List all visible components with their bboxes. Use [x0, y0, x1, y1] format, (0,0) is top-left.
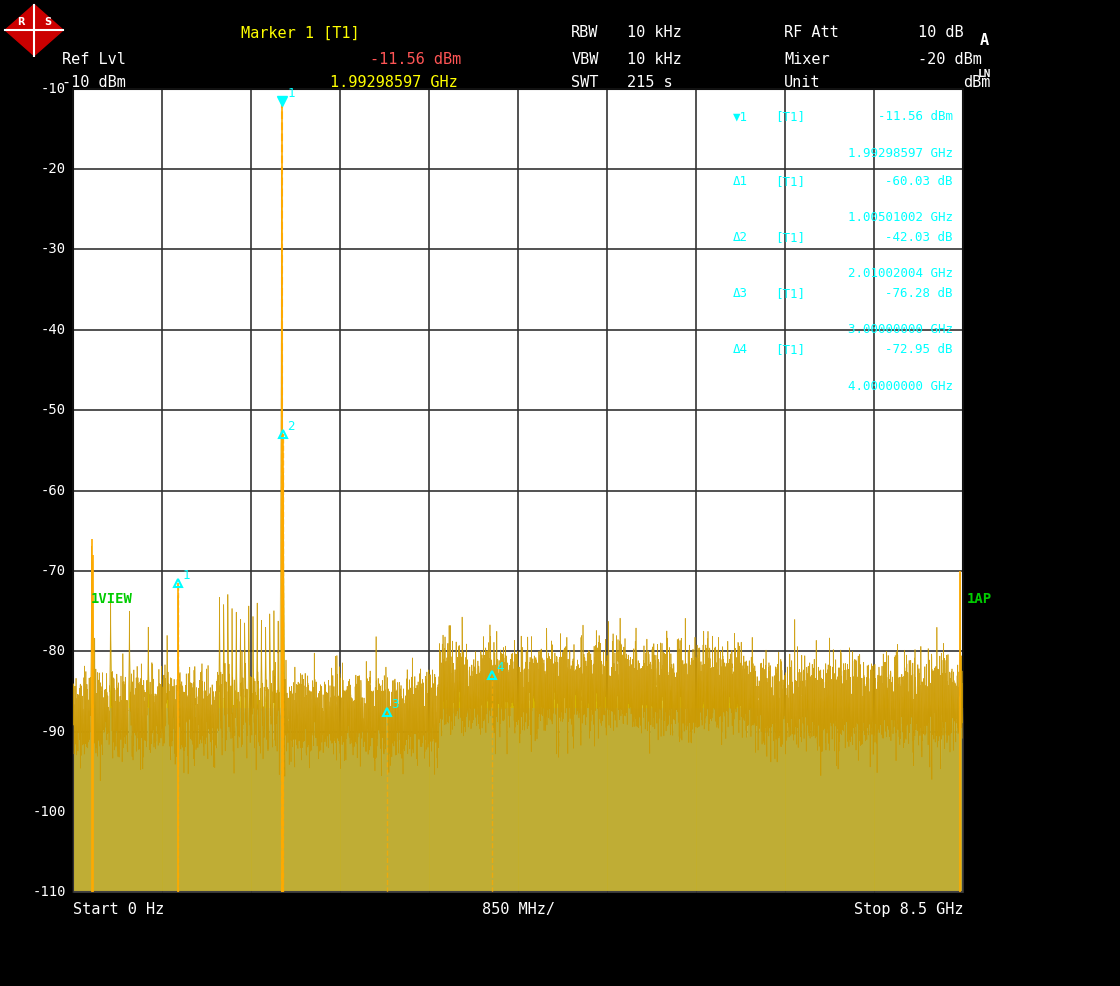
Text: 3.00000000 GHz: 3.00000000 GHz [848, 323, 953, 336]
Text: 1.00501002 GHz: 1.00501002 GHz [848, 211, 953, 224]
Text: Δ3: Δ3 [732, 287, 748, 300]
Text: 1.99298597 GHz: 1.99298597 GHz [848, 147, 953, 160]
Text: 850 MHz/: 850 MHz/ [482, 902, 554, 917]
Text: -30: -30 [40, 243, 66, 256]
Text: 1AP: 1AP [967, 592, 992, 606]
Text: S: S [44, 17, 52, 27]
Text: -20: -20 [40, 162, 66, 176]
Text: Δ4: Δ4 [732, 343, 748, 356]
Text: Start 0 Hz: Start 0 Hz [73, 902, 164, 917]
Text: 215 s: 215 s [627, 75, 673, 90]
Text: -10 dBm: -10 dBm [62, 75, 125, 90]
Text: R: R [17, 17, 25, 27]
Text: -11.56 dBm: -11.56 dBm [370, 52, 460, 67]
Text: 1VIEW: 1VIEW [91, 592, 132, 606]
Text: Δ2: Δ2 [732, 231, 748, 244]
Text: LN: LN [978, 69, 991, 79]
Text: [T1]: [T1] [775, 343, 804, 356]
Text: Ref Lvl: Ref Lvl [62, 52, 125, 67]
Text: 1: 1 [288, 87, 296, 101]
Text: Stop 8.5 GHz: Stop 8.5 GHz [853, 902, 963, 917]
Text: 10 kHz: 10 kHz [627, 26, 682, 40]
Text: -60: -60 [40, 483, 66, 498]
Text: Δ1: Δ1 [732, 175, 748, 187]
Text: -11.56 dBm: -11.56 dBm [878, 110, 953, 123]
Text: 10 dB: 10 dB [918, 26, 964, 40]
Text: [T1]: [T1] [775, 175, 804, 187]
Text: -60.03 dB: -60.03 dB [885, 175, 953, 187]
Text: [T1]: [T1] [775, 287, 804, 300]
Text: -76.28 dB: -76.28 dB [885, 287, 953, 300]
Text: RF Att: RF Att [784, 26, 839, 40]
Text: -70: -70 [40, 564, 66, 578]
Text: 2: 2 [288, 420, 295, 433]
Text: ▼1: ▼1 [732, 110, 748, 123]
Text: -100: -100 [32, 805, 66, 819]
Text: 1.99298597 GHz: 1.99298597 GHz [330, 75, 458, 90]
Text: RBW: RBW [571, 26, 598, 40]
Text: -90: -90 [40, 725, 66, 739]
Text: VBW: VBW [571, 52, 598, 67]
Text: 2.01002004 GHz: 2.01002004 GHz [848, 267, 953, 280]
Text: -40: -40 [40, 322, 66, 337]
Text: -50: -50 [40, 403, 66, 417]
Text: 3: 3 [391, 697, 399, 711]
Text: -72.95 dB: -72.95 dB [885, 343, 953, 356]
Text: Marker 1 [T1]: Marker 1 [T1] [241, 26, 360, 40]
Text: Mixer: Mixer [784, 52, 830, 67]
Text: Unit: Unit [784, 75, 821, 90]
Text: -110: -110 [32, 885, 66, 899]
Text: 4.00000000 GHz: 4.00000000 GHz [848, 380, 953, 392]
Text: -10: -10 [40, 82, 66, 96]
Text: 1: 1 [183, 569, 189, 582]
Text: A: A [980, 33, 989, 48]
Text: -80: -80 [40, 644, 66, 659]
Text: SWT: SWT [571, 75, 598, 90]
Text: -42.03 dB: -42.03 dB [885, 231, 953, 244]
Polygon shape [6, 5, 63, 55]
Text: [T1]: [T1] [775, 110, 804, 123]
Text: dBm: dBm [963, 75, 990, 90]
Text: [T1]: [T1] [775, 231, 804, 244]
Text: 10 kHz: 10 kHz [627, 52, 682, 67]
Text: -20 dBm: -20 dBm [918, 52, 982, 67]
Text: 4: 4 [496, 662, 504, 674]
